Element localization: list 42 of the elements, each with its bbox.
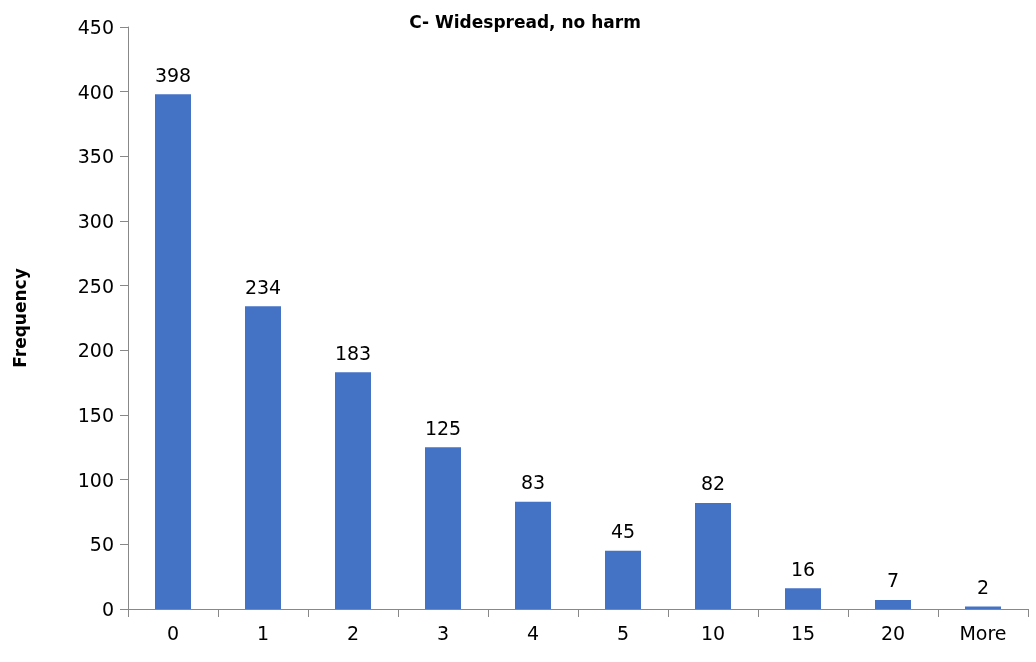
bar bbox=[245, 306, 281, 609]
y-tick-label: 100 bbox=[77, 468, 114, 491]
y-tick-label: 50 bbox=[89, 533, 114, 556]
x-tick-label: 10 bbox=[700, 621, 726, 644]
bar bbox=[965, 606, 1001, 609]
bar bbox=[155, 94, 191, 609]
data-label: 82 bbox=[700, 472, 726, 495]
y-tick-label: 400 bbox=[77, 80, 114, 103]
y-tick-label: 150 bbox=[77, 404, 114, 426]
chart-title: C- Widespread, no harm bbox=[409, 11, 641, 32]
x-tick-label: 3 bbox=[436, 621, 450, 644]
bar bbox=[515, 501, 551, 609]
y-tick-label: 200 bbox=[77, 339, 114, 362]
y-tick-label: 0 bbox=[101, 598, 114, 620]
y-tick-label: 350 bbox=[77, 145, 114, 168]
x-tick-label: More bbox=[959, 621, 1007, 644]
y-axis-title: Frequency bbox=[9, 268, 30, 368]
x-tick-label: 5 bbox=[616, 621, 630, 644]
bar bbox=[425, 447, 461, 609]
y-tick-label: 250 bbox=[77, 274, 114, 297]
bar bbox=[695, 502, 731, 609]
data-label: 398 bbox=[154, 63, 192, 86]
x-tick-label: 0 bbox=[166, 621, 180, 644]
bar bbox=[875, 599, 911, 609]
x-tick-label: 2 bbox=[346, 621, 360, 644]
data-label: 234 bbox=[244, 275, 282, 298]
y-tick-label: 450 bbox=[77, 16, 114, 38]
data-label: 45 bbox=[610, 520, 636, 543]
bar bbox=[605, 550, 641, 609]
y-tick-label: 300 bbox=[77, 210, 114, 232]
bar bbox=[785, 588, 821, 609]
data-label: 7 bbox=[886, 569, 900, 592]
data-label: 125 bbox=[424, 416, 462, 439]
data-label: 2 bbox=[976, 575, 990, 598]
data-label: 83 bbox=[520, 471, 546, 494]
x-tick-label: 15 bbox=[790, 621, 816, 644]
x-tick-label: 1 bbox=[256, 621, 270, 644]
data-label: 16 bbox=[790, 557, 816, 580]
x-tick-label: 20 bbox=[880, 621, 906, 644]
bar bbox=[335, 372, 371, 609]
x-tick-label: 4 bbox=[526, 621, 540, 644]
data-label: 183 bbox=[334, 341, 372, 364]
